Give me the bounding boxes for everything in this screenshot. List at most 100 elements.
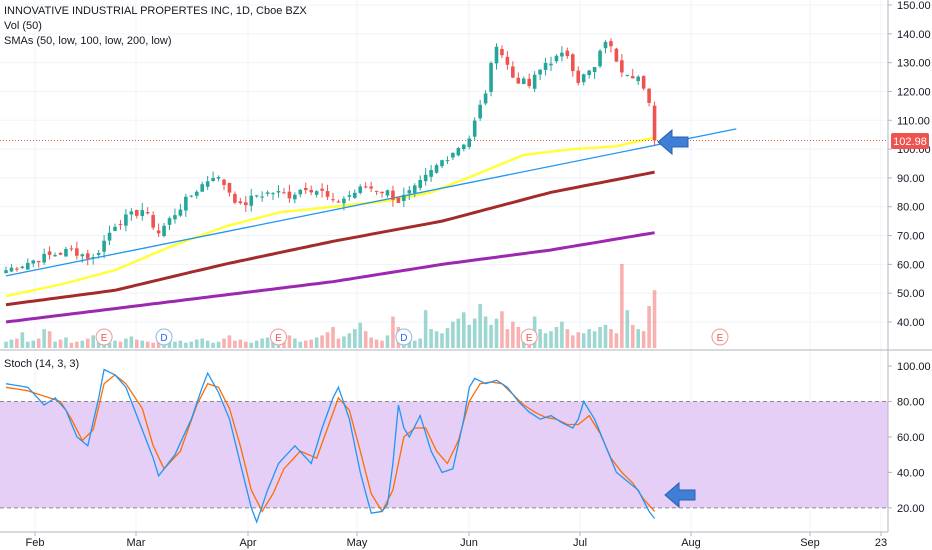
volume-bar [118,341,123,348]
volume-bar [4,341,8,348]
stoch-tick-label: 100.00 [897,361,931,373]
volume-bar [265,337,270,348]
candle-body [336,201,341,203]
volume-bar [353,329,357,348]
stoch-band-fill [0,401,888,508]
volume-bar [145,341,150,348]
candle-body [391,190,395,200]
volume-bar [336,338,341,348]
candle-body [26,262,30,270]
candle-body [516,77,521,84]
volume-bar [647,306,651,348]
candle-body [211,178,215,181]
volume-bar [216,341,221,348]
volume-bar [445,328,450,348]
candle-body [576,70,581,83]
annotation-arrows [657,128,696,509]
volume-bar [489,324,493,348]
candle-body [260,196,264,198]
candle-body [456,148,461,156]
candle-body [538,69,542,75]
candle-body [271,193,275,195]
candle-body [434,165,439,173]
volume-bar [58,339,63,348]
candle-body [36,260,41,263]
volume-bar [135,339,139,348]
volume-bar [347,333,352,348]
symbol-title[interactable]: INNOVATIVE INDUSTRIAL PROPERTES INC, 1D,… [4,5,307,17]
candle-body [20,266,25,268]
volume-bar [385,335,390,348]
earnings-label: E [717,333,724,344]
candle-body [205,181,210,187]
candle-body [451,152,455,158]
time-tick-label: Aug [681,537,701,549]
candle-body [178,209,183,216]
volume-bar [156,339,161,348]
volume-bar [363,331,368,348]
sma200-line [5,231,655,324]
volume-bar [511,321,515,348]
candle-body [216,176,221,179]
candle-body [494,46,499,64]
volume-bar [26,341,30,348]
earnings-marker [270,328,287,346]
sma-legend[interactable]: SMAs (50, low, 100, low, 200, low) [4,35,172,47]
candle-body [91,257,95,259]
stoch-legend[interactable]: Stoch (14, 3, 3) [4,358,80,370]
candle-body [532,74,537,89]
volume-bar [587,329,591,348]
volume-bar [124,338,128,348]
volume-bar [571,335,575,348]
price-tick-label: 120.00 [897,86,931,98]
earnings-marker [711,328,729,346]
dividend-label: D [160,333,167,344]
volume-bar [227,335,232,348]
earnings-label: E [526,333,533,344]
stoch-band [0,400,888,509]
candle-body [227,182,232,193]
time-tick-label: Feb [26,537,45,549]
candle-body [238,201,243,204]
candle-body [483,93,488,104]
time-tick-label: Jul [573,537,587,549]
candle-body [200,184,204,192]
volume-bar [200,338,204,348]
price-tick-label: 130.00 [897,58,931,70]
volume-bar [620,264,624,348]
volume-legend[interactable]: Vol (50) [4,20,42,32]
volume-bar [412,340,417,348]
volume-bar [358,322,363,348]
volume-bar [282,340,286,348]
volume-bar [423,310,428,348]
volume-bar [107,342,112,348]
volume-bar [287,335,292,348]
time-tick-label: 23 [875,537,887,549]
candle-body [80,254,85,257]
volume-bar [505,329,510,348]
time-tick-label: Apr [239,537,256,549]
candlesticks [4,38,657,274]
last-price-value: 102.98 [893,136,927,148]
volume-bar [391,316,395,348]
volume-bar [96,341,101,348]
earnings-marker [520,328,538,346]
volume-bar [222,338,226,348]
candle-body [42,253,46,263]
earnings-marker [95,328,113,346]
price-tick-label: 140.00 [897,29,931,41]
volume-bar [451,321,455,348]
volume-bar [80,340,85,348]
candle-body [571,54,575,72]
candle-body [543,62,548,70]
candle-body [647,88,651,103]
volume-bar [434,331,439,348]
candle-body [374,190,379,192]
stoch-k-line [5,368,656,524]
candle-body [625,74,630,76]
volume-bar [20,332,25,348]
candle-body [113,226,117,231]
candle-body [527,78,531,87]
volume-bar [189,341,194,348]
